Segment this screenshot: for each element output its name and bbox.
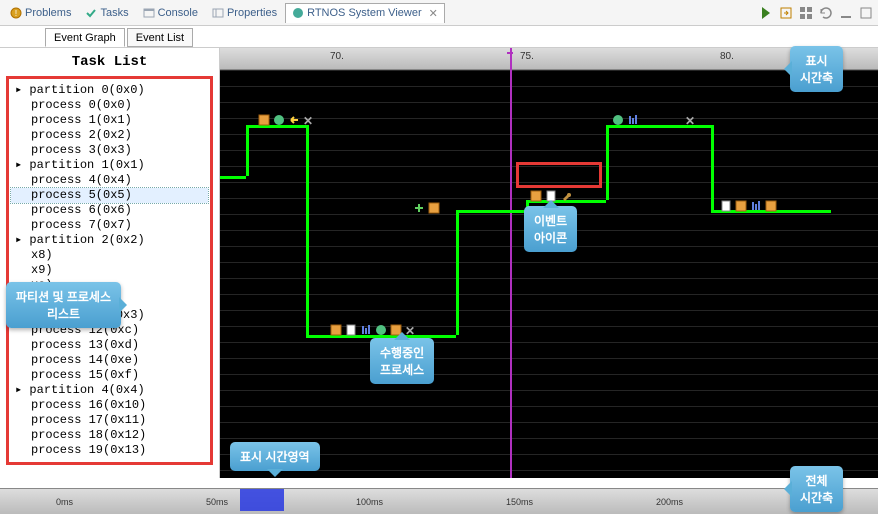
tab-label: Console — [158, 7, 198, 19]
sub-tab-event-graph[interactable]: Event Graph — [45, 28, 125, 47]
tab-properties[interactable]: Properties — [206, 4, 283, 22]
tasks-icon — [85, 7, 97, 19]
refresh-icon[interactable] — [818, 5, 834, 21]
ruler-tick: 70. — [330, 51, 344, 62]
play-icon[interactable] — [758, 5, 774, 21]
task-tree[interactable]: ▸ partition 0(0x0)process 0(0x0)process … — [11, 83, 208, 458]
partition-item[interactable]: ▸ partition 1(0x1) — [11, 158, 208, 173]
overview-tick: 200ms — [656, 497, 683, 507]
tab-tasks[interactable]: Tasks — [79, 4, 134, 22]
close-icon[interactable]: ✕ — [429, 7, 438, 20]
task-list-highlight: ▸ partition 0(0x0)process 0(0x0)process … — [6, 76, 213, 465]
event-graph[interactable]: 70. 75. 80. ✕✕✕ — [220, 48, 878, 478]
process-item[interactable]: process 13(0xd) — [11, 338, 208, 353]
export-icon[interactable] — [778, 5, 794, 21]
time-marker-label — [507, 52, 513, 54]
process-item[interactable]: process 5(0x5) — [11, 188, 208, 203]
tab-rtnos-viewer[interactable]: RTNOS System Viewer ✕ — [285, 3, 445, 23]
annotation-callout: 표시 시간영역 — [230, 442, 320, 471]
process-item[interactable]: process 16(0x10) — [11, 398, 208, 413]
tab-console[interactable]: Console — [137, 4, 204, 22]
maximize-icon[interactable] — [858, 5, 874, 21]
overview-tick: 50ms — [206, 497, 228, 507]
viewer-icon — [292, 7, 304, 19]
process-item[interactable]: process 14(0xe) — [11, 353, 208, 368]
annotation-callout: 전체시간축 — [790, 466, 843, 512]
partition-item[interactable]: ▸ partition 2(0x2) — [11, 233, 208, 248]
overview-tick: 150ms — [506, 497, 533, 507]
tab-strip: ! Problems Tasks Console Properties RTNO… — [4, 3, 758, 23]
process-item[interactable]: process 0(0x0) — [11, 98, 208, 113]
process-item[interactable]: process 4(0x4) — [11, 173, 208, 188]
minimize-icon[interactable] — [838, 5, 854, 21]
event-icon-group[interactable] — [720, 200, 777, 212]
process-item[interactable]: process 17(0x11) — [11, 413, 208, 428]
problems-icon: ! — [10, 7, 22, 19]
tab-problems[interactable]: ! Problems — [4, 4, 77, 22]
process-item[interactable]: x8) — [11, 248, 208, 263]
sub-tab-strip: Event Graph Event List — [0, 26, 878, 48]
tab-label: RTNOS System Viewer — [307, 7, 422, 19]
process-item[interactable]: process 15(0xf) — [11, 368, 208, 383]
event-icon-group[interactable] — [413, 202, 440, 214]
process-item[interactable]: process 2(0x2) — [11, 128, 208, 143]
process-item[interactable]: process 7(0x7) — [11, 218, 208, 233]
tab-label: Problems — [25, 7, 71, 19]
process-item[interactable]: process 18(0x12) — [11, 428, 208, 443]
sidebar-task-list: Task List ▸ partition 0(0x0)process 0(0x… — [0, 48, 220, 478]
process-item[interactable]: process 1(0x1) — [11, 113, 208, 128]
ruler-tick: 80. — [720, 51, 734, 62]
sub-tab-event-list[interactable]: Event List — [127, 28, 193, 47]
ruler-tick: 75. — [520, 51, 534, 62]
partition-item[interactable]: ▸ partition 0(0x0) — [11, 83, 208, 98]
main-pane: Task List ▸ partition 0(0x0)process 0(0x… — [0, 48, 878, 478]
annotation-callout: 표시시간축 — [790, 46, 843, 92]
graph-grid — [220, 70, 878, 478]
event-icon-group[interactable]: ✕ — [612, 114, 695, 128]
svg-text:!: ! — [15, 9, 17, 18]
task-list-title: Task List — [6, 54, 213, 70]
process-item[interactable]: process 6(0x6) — [11, 203, 208, 218]
process-item[interactable]: process 3(0x3) — [11, 143, 208, 158]
overview-ruler[interactable]: 0ms 50ms 100ms 150ms 200ms — [0, 488, 878, 514]
console-icon — [143, 7, 155, 19]
event-icon-group[interactable]: ✕ — [258, 114, 313, 128]
process-item[interactable]: process 19(0x13) — [11, 443, 208, 458]
annotation-callout: 파티션 및 프로세스리스트 — [6, 282, 121, 328]
tab-label: Properties — [227, 7, 277, 19]
annotation-callout: 이벤트아이콘 — [524, 206, 577, 252]
overview-tick: 100ms — [356, 497, 383, 507]
overview-tick: 0ms — [56, 497, 73, 507]
toolbar-actions — [758, 5, 874, 21]
event-icon-highlight — [516, 162, 602, 188]
view-tabs-toolbar: ! Problems Tasks Console Properties RTNO… — [0, 0, 878, 26]
tab-label: Tasks — [100, 7, 128, 19]
process-item[interactable]: x9) — [11, 263, 208, 278]
properties-icon — [212, 7, 224, 19]
grid-icon[interactable] — [798, 5, 814, 21]
partition-item[interactable]: ▸ partition 4(0x4) — [11, 383, 208, 398]
time-marker[interactable] — [510, 48, 512, 478]
annotation-callout: 수행중인프로세스 — [370, 338, 434, 384]
overview-window[interactable] — [240, 489, 284, 511]
